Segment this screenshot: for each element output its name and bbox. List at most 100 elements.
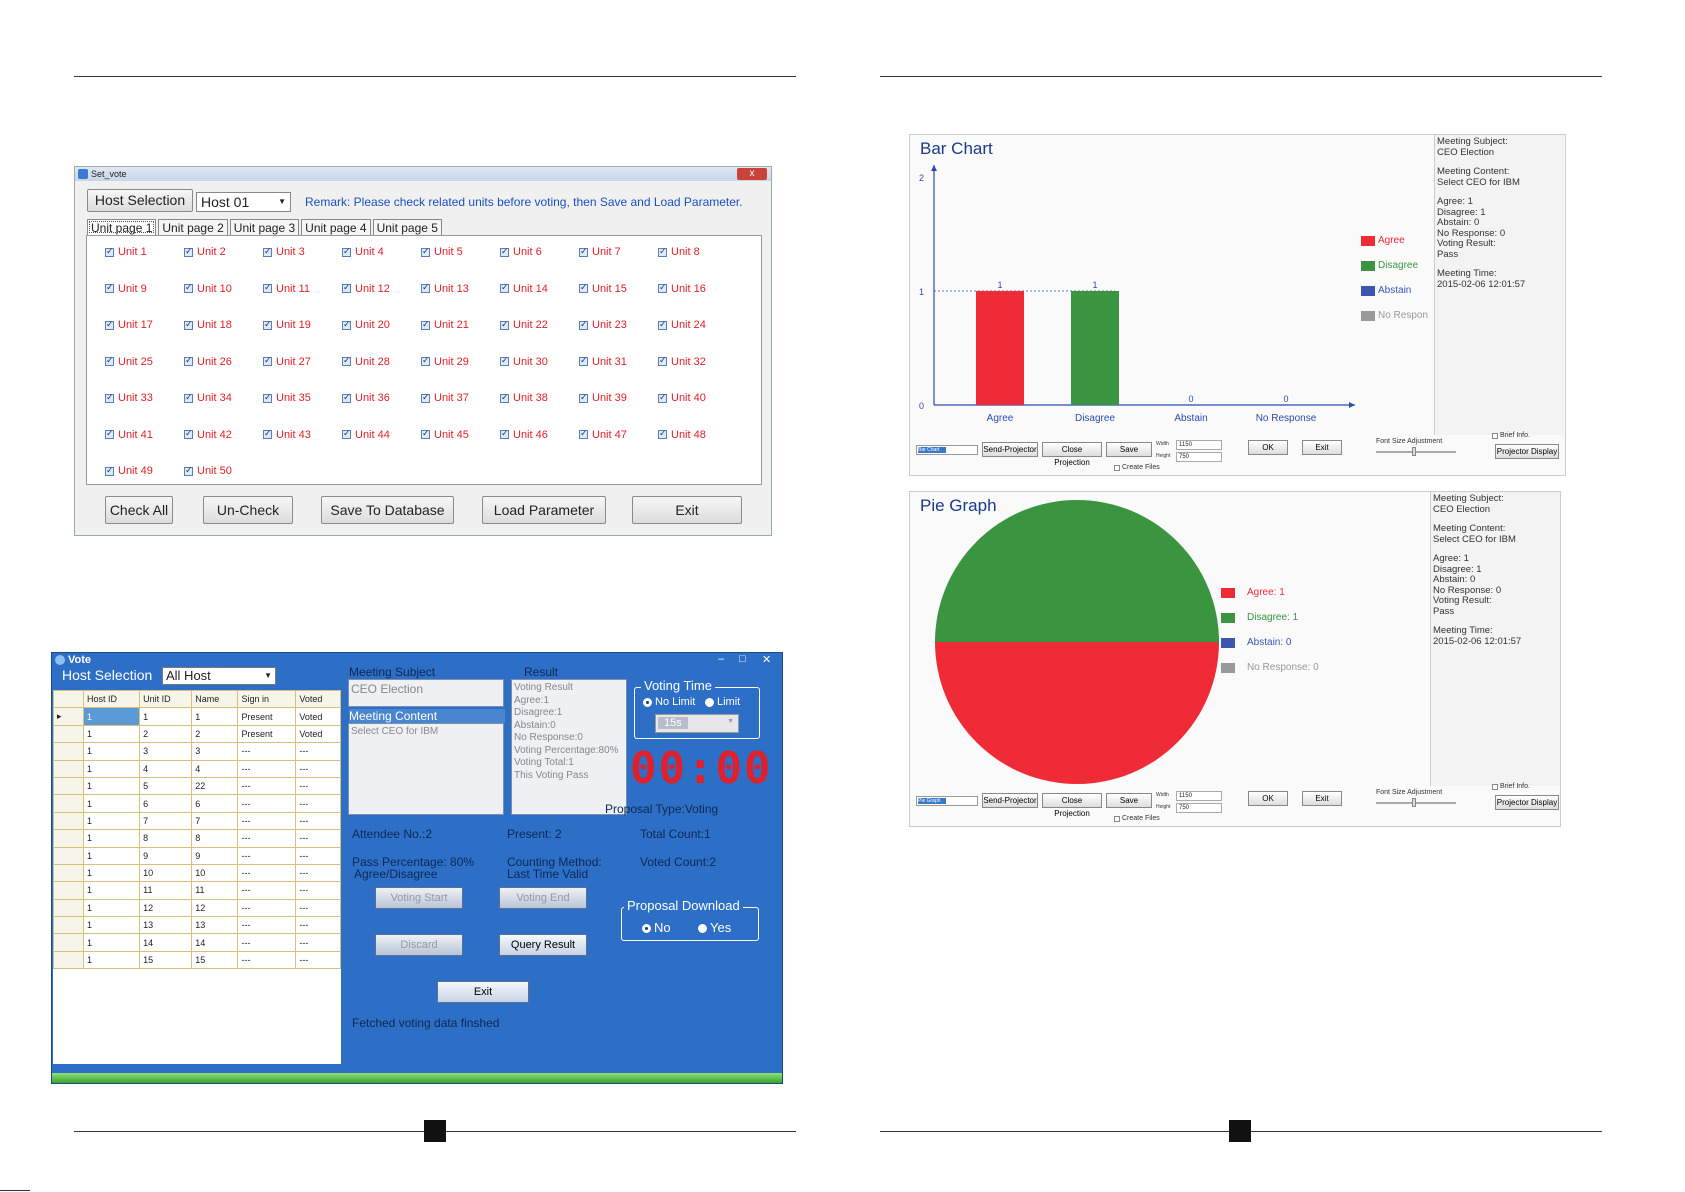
table-cell[interactable]: 15: [191, 950, 239, 970]
tab-unit-page-5[interactable]: Unit page 5: [372, 219, 442, 235]
send-projector-button[interactable]: Send-Projector: [982, 442, 1038, 457]
create-files-checkbox[interactable]: [1114, 465, 1120, 471]
row-header[interactable]: [53, 898, 84, 918]
unit-checkbox[interactable]: Unit 22: [500, 319, 548, 331]
exit-button[interactable]: Exit: [632, 496, 742, 524]
font-size-slider[interactable]: [1376, 447, 1456, 456]
table-cell[interactable]: Present: [237, 707, 297, 726]
table-cell[interactable]: 9: [191, 846, 239, 865]
table-row[interactable]: 1 14 14 --- ---: [53, 933, 341, 952]
unit-checkbox[interactable]: Unit 27: [263, 355, 311, 368]
row-header[interactable]: ▸: [53, 707, 84, 726]
row-header[interactable]: [53, 776, 84, 796]
table-cell[interactable]: 1: [82, 707, 141, 726]
unit-checkbox[interactable]: Unit 39: [579, 392, 627, 404]
host-select[interactable]: All Host ▼: [162, 667, 276, 685]
table-row[interactable]: 1 7 7 --- ---: [53, 811, 341, 831]
chart-type-select[interactable]: Bar Chart: [916, 445, 978, 455]
table-cell[interactable]: ---: [295, 829, 341, 848]
table-cell[interactable]: 14: [139, 933, 193, 952]
unit-checkbox[interactable]: Unit 16: [658, 282, 706, 295]
unit-checkbox[interactable]: Unit 45: [421, 428, 469, 441]
unit-checkbox[interactable]: Unit 11: [263, 282, 310, 295]
table-cell[interactable]: 5: [139, 776, 193, 796]
unit-checkbox[interactable]: Unit 13: [421, 282, 469, 295]
table-cell[interactable]: ---: [295, 950, 341, 970]
table-cell[interactable]: ---: [295, 846, 341, 865]
table-cell[interactable]: 14: [191, 933, 239, 952]
unit-checkbox[interactable]: Unit 20: [342, 319, 390, 331]
table-cell[interactable]: 1: [82, 811, 141, 831]
time-select[interactable]: 15s ▼: [655, 714, 739, 733]
table-cell[interactable]: ---: [295, 933, 341, 952]
unit-checkbox[interactable]: Unit 24: [658, 319, 706, 331]
unit-checkbox[interactable]: Unit 41: [105, 428, 153, 441]
query-result-button[interactable]: Query Result: [499, 934, 587, 956]
table-cell[interactable]: 8: [139, 829, 193, 848]
unit-checkbox[interactable]: Unit 23: [579, 319, 627, 331]
table-cell[interactable]: ---: [237, 811, 297, 831]
unit-checkbox[interactable]: Unit 21: [421, 319, 469, 331]
unit-checkbox[interactable]: Unit 36: [342, 392, 390, 404]
table-cell[interactable]: 12: [191, 898, 239, 918]
load-parameter-button[interactable]: Load Parameter: [482, 496, 606, 524]
download-yes-radio[interactable]: Yes: [698, 920, 731, 935]
unit-checkbox[interactable]: Unit 15: [579, 282, 627, 295]
check-all-button[interactable]: Check All: [105, 496, 173, 524]
host-select[interactable]: Host 01 ▼: [196, 192, 291, 212]
exit-button[interactable]: Exit: [437, 981, 529, 1003]
table-cell[interactable]: 22: [191, 776, 239, 796]
brief-info-checkbox[interactable]: [1492, 784, 1498, 790]
table-cell[interactable]: 8: [191, 829, 239, 848]
save-button[interactable]: Save: [1106, 442, 1152, 457]
meeting-subject-field[interactable]: CEO Election: [348, 679, 504, 707]
table-cell[interactable]: ---: [237, 846, 297, 865]
tab-unit-page-3[interactable]: Unit page 3: [229, 219, 300, 235]
unit-checkbox[interactable]: Unit 46: [500, 428, 548, 441]
column-header[interactable]: Sign in: [237, 689, 297, 709]
tab-unit-page-2[interactable]: Unit page 2: [158, 219, 228, 235]
unit-checkbox[interactable]: Unit 44: [342, 428, 390, 441]
table-cell[interactable]: 1: [139, 707, 193, 726]
unit-checkbox[interactable]: Unit 33: [105, 392, 153, 404]
unit-checkbox[interactable]: Unit 19: [263, 319, 311, 331]
table-cell[interactable]: 1: [82, 794, 141, 813]
table-cell[interactable]: Present: [237, 724, 297, 744]
table-cell[interactable]: 11: [139, 881, 193, 900]
row-header[interactable]: [53, 863, 84, 883]
table-cell[interactable]: 2: [191, 724, 239, 744]
row-header[interactable]: [53, 846, 84, 865]
unit-checkbox[interactable]: Unit 28: [342, 355, 390, 368]
unit-checkbox[interactable]: Unit 43: [263, 428, 311, 441]
exit-button[interactable]: Exit: [1302, 440, 1342, 455]
table-cell[interactable]: 1: [191, 707, 239, 726]
unit-checkbox[interactable]: Unit 47: [579, 428, 627, 441]
attendee-grid[interactable]: Host ID Unit ID Name Sign in Voted ▸ 1 1 1 Presen…: [53, 689, 341, 1064]
table-cell[interactable]: 1: [82, 950, 141, 970]
unit-checkbox[interactable]: Unit 5: [421, 246, 463, 258]
send-projector-button[interactable]: Send-Projector: [982, 793, 1038, 808]
table-cell[interactable]: 3: [139, 742, 193, 761]
unit-checkbox[interactable]: Unit 12: [342, 282, 390, 295]
table-cell[interactable]: ---: [237, 776, 297, 796]
table-cell[interactable]: ---: [295, 916, 341, 935]
table-cell[interactable]: 15: [139, 950, 193, 970]
uncheck-button[interactable]: Un-Check: [203, 496, 293, 524]
row-header[interactable]: [53, 829, 84, 848]
unit-checkbox[interactable]: Unit 29: [421, 355, 469, 368]
unit-checkbox[interactable]: Unit 7: [579, 246, 621, 258]
table-cell[interactable]: 13: [191, 916, 239, 935]
unit-checkbox[interactable]: Unit 1: [105, 246, 147, 258]
table-row[interactable]: 1 6 6 --- ---: [53, 794, 341, 813]
tab-unit-page-4[interactable]: Unit page 4: [301, 219, 371, 235]
width-field[interactable]: 1150: [1176, 440, 1222, 450]
column-header[interactable]: Name: [191, 689, 239, 709]
ok-button[interactable]: OK: [1248, 791, 1288, 806]
table-row[interactable]: 1 2 2 Present Voted: [53, 724, 341, 744]
projector-display-button[interactable]: Projector Display: [1495, 444, 1559, 459]
table-cell[interactable]: 9: [139, 846, 193, 865]
table-row[interactable]: 1 5 22 --- ---: [53, 776, 341, 796]
unit-checkbox[interactable]: Unit 35: [263, 392, 311, 404]
table-cell[interactable]: 3: [191, 742, 239, 761]
table-row[interactable]: 1 11 11 --- ---: [53, 881, 341, 900]
